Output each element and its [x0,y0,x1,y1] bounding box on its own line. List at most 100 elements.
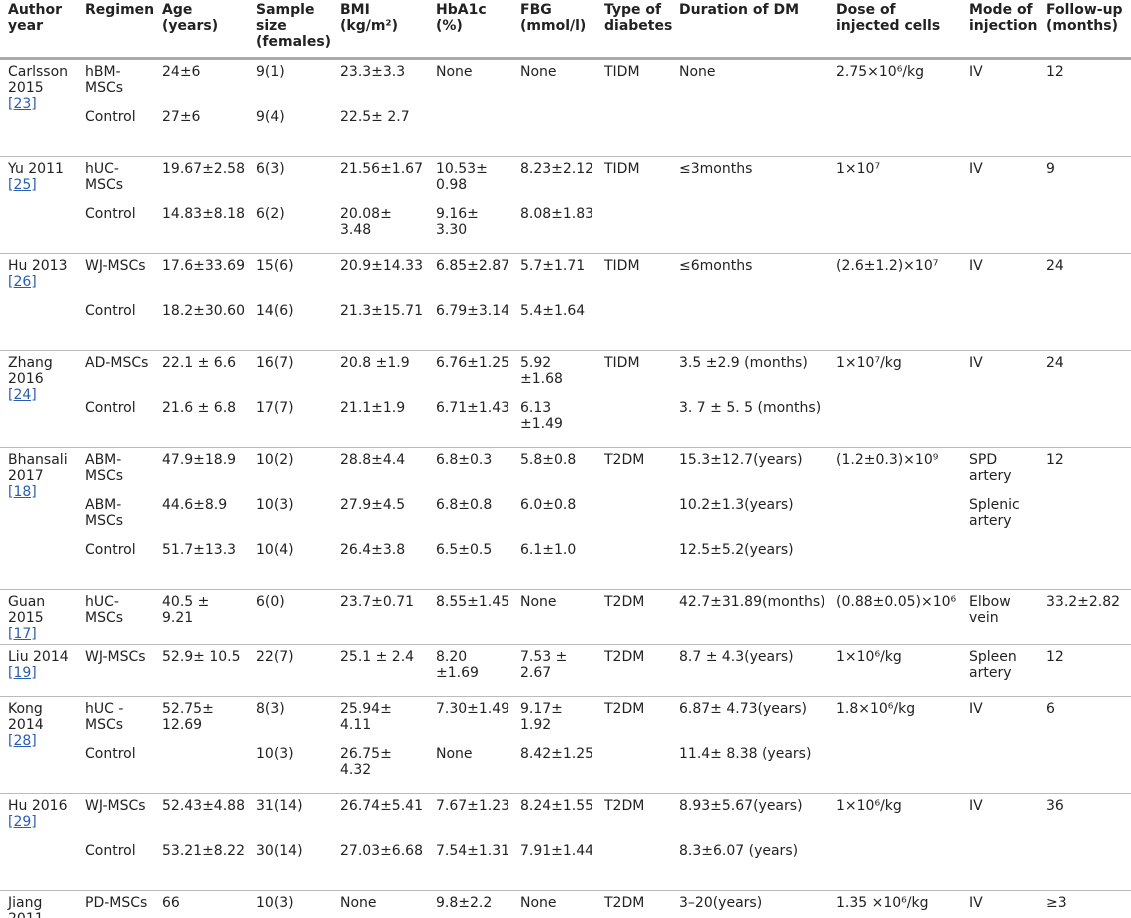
cell-text: AD-MSCs [85,355,149,371]
cell: 8.55±1.45 [428,589,512,645]
cell-text: T2DM [604,649,645,665]
cell-text [836,109,957,154]
reference: [18] [8,484,37,500]
cell: (2.6±1.2)×10⁷ [828,253,961,351]
cell-text: 8.23±2.12 [520,161,592,177]
cell: Hu 2013 [26] [0,253,77,351]
cell: IV [961,350,1038,448]
cell-text [836,206,957,251]
cell-text: 14.83±8.18 [162,206,244,222]
cell-text [836,497,957,542]
reference: [17] [8,626,37,642]
cell-text: 9 [1046,161,1055,177]
cell-text [520,109,592,154]
cell-text [969,206,1034,251]
cell: hUC -MSCs Control [77,696,154,794]
cell: 6(3) 6(2) [248,156,332,254]
cell: (1.2±0.3)×10⁹ [828,447,961,590]
cell: 15.3±12.7(years) 10.2±1.3(years) 12.5±5.2(… [671,447,828,590]
cell-text: PD-MSCs [85,895,148,911]
cell-text: 6 [1046,701,1055,717]
cell: 40.5 ± 9.21 [154,589,248,645]
cell-text: 26.4±3.8 [340,542,406,558]
cell-text: IV [969,895,983,911]
cell-text: 17(7) [256,400,294,416]
cell-text: 6.76±1.25 [436,355,508,371]
cell: IV [961,253,1038,351]
cell-text: 12 [1046,64,1064,80]
cell: None [512,58,596,157]
cell: IV [961,890,1038,918]
cell: 6.85±2.87 6.79±3.14 [428,253,512,351]
cell: None [428,58,512,157]
cell-text: 20.9±14.33 [340,258,423,274]
cell: 1×10⁶/kg [828,644,961,697]
cell-text: 3.5 ±2.9 (months) [679,355,808,371]
cell-text [679,206,824,251]
cell: 12 [1038,447,1131,590]
column-header: Sample size (females) [248,0,332,60]
column-header: Follow-up (months) [1038,0,1131,60]
cell-text: 6.8±0.8 [436,497,493,513]
cell: TIDM [596,253,671,351]
study-row: Hu 2013 [26] WJ-MSCs Control 17.6±33.69 18.2±… [0,253,1131,351]
author: Kong 2014 [8,701,44,733]
cell-text [604,843,667,888]
cell-text: 10.53± 0.98 [436,161,488,193]
cell: PD-MSCs [77,890,154,918]
cell-text: 1×10⁷ [836,161,881,177]
cell-text: None [520,594,557,610]
cell: 33.2±2.82 [1038,589,1131,645]
cell: TIDM [596,58,671,157]
cell-text: TIDM [604,161,640,177]
cell-text [836,400,957,445]
header-row: Author year Regimen Age (years) Sample size… [0,0,1131,60]
author: Hu 2013 [8,258,68,274]
cell: Zhang 2016 [24] [0,350,77,448]
cell-text: 21.3±15.71 [340,303,423,319]
cell: 25.94± 4.11 26.75± 4.32 [332,696,428,794]
cell-text [604,542,667,587]
cell-text: 6.85±2.87 [436,258,508,274]
cell-text: T2DM [604,452,645,468]
cell-text: 8.55±1.45 [436,594,508,610]
column-header: Mode of injection [961,0,1038,60]
cell: 28.8±4.4 27.9±4.5 26.4±3.8 [332,447,428,590]
cell: 9 [1038,156,1131,254]
cell: 42.7±31.89(months) [671,589,828,645]
cell-text [604,497,667,542]
cell: 26.74±5.41 27.03±6.68 [332,793,428,891]
author: Hu 2016 [8,798,68,814]
cell: 22.1 ± 6.6 21.6 ± 6.8 [154,350,248,448]
cell-text: Control [85,400,136,416]
cell-text [1046,843,1127,888]
cell-text: 24 [1046,355,1064,371]
cell-text: WJ-MSCs [85,798,146,814]
cell-text: hBM-MSCs [85,64,124,96]
cell: IV [961,696,1038,794]
cell: 10(2) 10(3) 10(4) [248,447,332,590]
cell-text: 33.2±2.82 [1046,594,1121,610]
cell: Bhansali 2017 [18] [0,447,77,590]
cell-text: 8.3±6.07 (years) [679,843,799,859]
cell-text: 10(3) [256,746,294,762]
cell-text: Control [85,303,136,319]
reference: [26] [8,274,37,290]
cell-text [604,746,667,791]
cell-text: 10.2±1.3(years) [679,497,794,513]
cell: None [332,890,428,918]
cell-text: 40.5 ± 9.21 [162,594,210,626]
cell-text: 28.8±4.4 [340,452,406,468]
cell: 1×10⁷/kg [828,350,961,448]
cell-text: None [520,895,557,911]
cell-text: TIDM [604,258,640,274]
cell: 52.43±4.88 53.21±8.22 [154,793,248,891]
cell: 31(14) 30(14) [248,793,332,891]
cell-text: 25.1 ± 2.4 [340,649,415,665]
cell-text: 6.13 ±1.49 [520,400,563,432]
cell-text: 22(7) [256,649,294,665]
cell-text: Spleen artery [969,649,1017,681]
column-header: Dose of injected cells [828,0,961,60]
cell-text: 9(1) [256,64,285,80]
cell-text: 8.24±1.55 [520,798,592,814]
